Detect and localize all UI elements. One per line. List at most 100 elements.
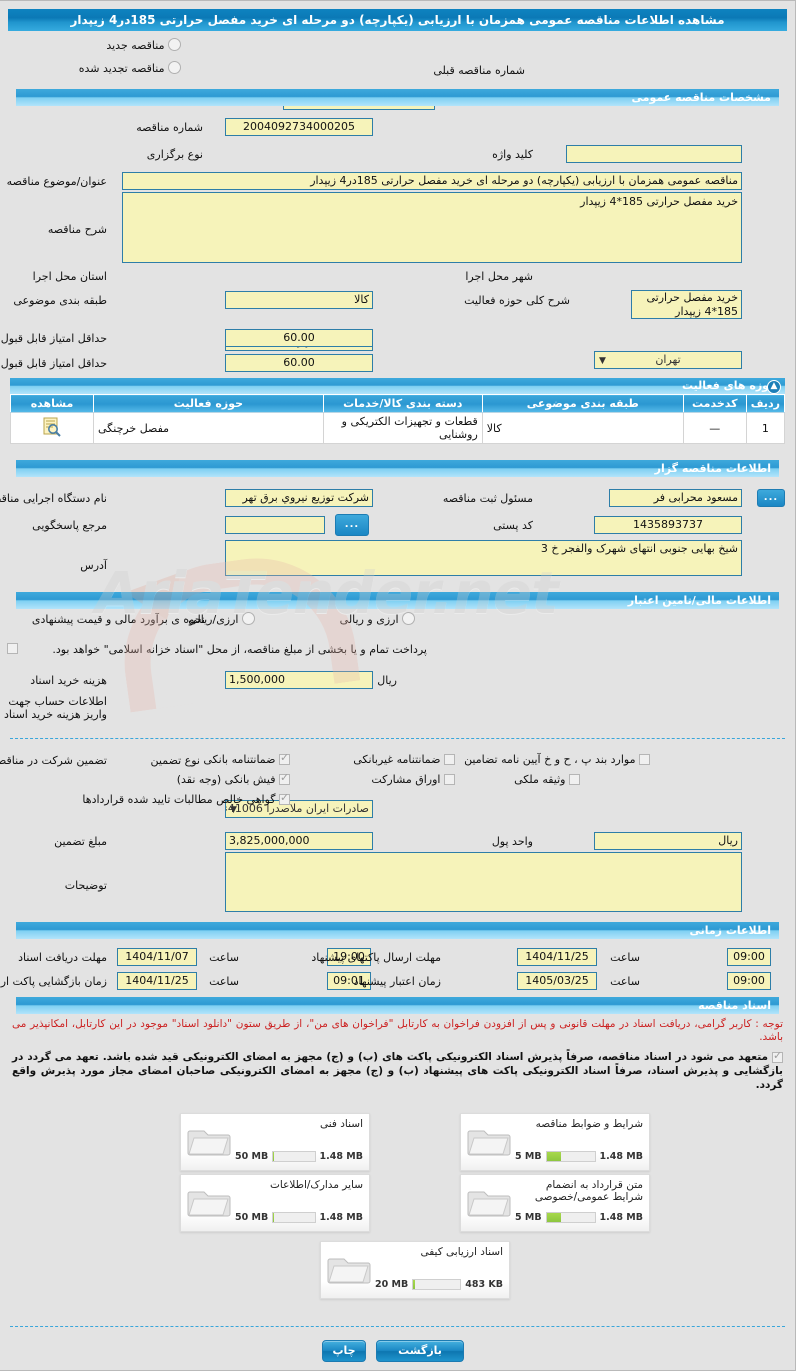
guarantee-option-claims-certificate-checkbox[interactable] xyxy=(280,792,291,805)
quality-open-label: زمان بازگشایی پاکت ارزیابی کیفی xyxy=(0,975,108,988)
radio-currency-rial-control[interactable] xyxy=(243,612,256,625)
min-quality-score-label: حداقل امتیاز قابل قبول ارزیابی کیفی xyxy=(0,332,108,345)
cell-view[interactable] xyxy=(11,412,95,444)
radio-new-tender-control[interactable] xyxy=(169,38,182,51)
activity-areas-panel: حوزه های فعالیت ▲ ردیف کدخدمت طبقه بندی … xyxy=(11,378,787,444)
guarantee-option-bank-receipt-label: فیش بانکی (وجه نقد) xyxy=(177,773,277,786)
guarantee-amount-field[interactable]: 3,825,000,000 xyxy=(226,832,374,850)
section-organizer-header: اطلاعات مناقصه گزار xyxy=(17,460,780,477)
cell-activity-area: مفصل خرچنگی xyxy=(94,412,325,444)
print-button[interactable]: چاپ xyxy=(323,1340,367,1362)
subject-field[interactable]: مناقصه عمومی همزمان با ارزیابی (یکپارچه)… xyxy=(123,172,743,190)
deposit-account-select[interactable]: ▼ صادرات ایران ملاصدرا 41006ء xyxy=(226,800,374,818)
keyword-label: کلید واژه xyxy=(493,148,534,161)
documents-commitment-checkbox[interactable] xyxy=(773,1050,784,1063)
guarantee-option-claims-certificate[interactable]: گواهی خالص مطالبات تایید شده قراردادها xyxy=(83,792,291,806)
tender-number-field[interactable]: 2004092734000205 xyxy=(226,118,374,136)
guarantee-option-bank-warranty[interactable]: ضمانتنامه بانکی xyxy=(204,752,291,766)
doc-receive-date-field[interactable]: 1404/11/07 xyxy=(118,948,198,966)
proposal-validity-date-field[interactable]: 1405/03/25 xyxy=(518,972,598,990)
radio-renewed-tender[interactable]: مناقصه تجدید شده xyxy=(80,61,182,75)
document-card-technical[interactable]: اسناد فنی 50 MB 1.48 MB xyxy=(181,1113,371,1171)
back-button[interactable]: بازگشت xyxy=(377,1340,465,1362)
document-card-qualification[interactable]: اسناد ارزیابی کیفی 20 MB 483 KB xyxy=(321,1241,511,1299)
radio-renewed-tender-label: مناقصه تجدید شده xyxy=(79,62,166,75)
guarantee-option-clause[interactable]: موارد بند پ ، ح و خ آیین نامه تضامین xyxy=(465,753,651,766)
guarantee-option-nonbank-warranty-label: ضمانتنامه غیربانکی xyxy=(354,753,442,766)
radio-new-tender-label: مناقصه جدید xyxy=(107,39,166,52)
documents-red-note: توجه : کاربر گرامی، دریافت اسناد در مهلت… xyxy=(13,1018,784,1043)
guarantee-option-property[interactable]: وثیقه ملکی xyxy=(515,773,581,786)
guarantee-option-clause-checkbox[interactable] xyxy=(640,754,651,765)
address-field[interactable]: شیخ بهایی جنوبی انتهای شهرک والفجر خ 3 xyxy=(226,540,743,576)
section-finance-header: اطلاعات مالی/تامین اعتبار xyxy=(17,592,780,609)
folder-icon xyxy=(468,1185,512,1219)
radio-renewed-tender-control[interactable] xyxy=(169,61,182,74)
guarantee-option-bonds-checkbox[interactable] xyxy=(445,774,456,785)
collapse-toggle-icon[interactable]: ▲ xyxy=(768,380,782,394)
money-unit-field[interactable]: ریال xyxy=(595,832,743,850)
min-quality-score-field[interactable]: 60.00 xyxy=(226,329,374,347)
tender-number-label: شماره مناقصه xyxy=(137,121,204,134)
doc-receive-time-field[interactable]: 19:00 xyxy=(328,948,372,966)
postal-code-field[interactable]: 1435893737 xyxy=(595,516,743,534)
guarantee-option-nonbank-warranty-checkbox[interactable] xyxy=(445,754,456,765)
proposal-send-hour-label: ساعت xyxy=(611,951,641,964)
contact-field[interactable] xyxy=(226,516,326,534)
radio-currency-rial[interactable]: ارزی/ریالی xyxy=(189,612,256,626)
agency-field[interactable]: شرکت توزیع نیروي برق تهر xyxy=(226,489,374,507)
subject-class-field[interactable]: کالا xyxy=(226,291,374,309)
documents-commitment-note: متعهد می شود در اسناد مناقصه، صرفاً پذیر… xyxy=(13,1051,784,1091)
document-card-terms[interactable]: شرایط و ضوابط مناقصه 5 MB 1.48 MB xyxy=(461,1113,651,1171)
registrar-picker-button[interactable]: ... xyxy=(758,489,786,507)
magnifier-document-icon[interactable] xyxy=(42,416,64,441)
proposal-send-date-field[interactable]: 1404/11/25 xyxy=(518,948,598,966)
page-title: مشاهده اطلاعات مناقصه عمومی همزمان با ار… xyxy=(9,9,788,31)
document-card-contract[interactable]: متن قرارداد به انضمام شرایط عمومی/خصوصی … xyxy=(461,1174,651,1232)
money-unit-label: واحد پول xyxy=(492,835,534,848)
guarantee-option-bank-warranty-checkbox[interactable] xyxy=(280,752,291,765)
min-technical-score-field[interactable]: 60.00 xyxy=(226,354,374,372)
city-select[interactable]: ▼ تهران xyxy=(595,351,743,369)
quality-open-time-field[interactable]: 09:01 xyxy=(328,972,372,990)
radio-currency-both[interactable]: ارزی و ریالی xyxy=(341,612,416,626)
radio-new-tender[interactable]: مناقصه جدید xyxy=(107,38,182,52)
guarantee-option-property-checkbox[interactable] xyxy=(570,774,581,785)
table-header-row: ردیف کدخدمت طبقه بندی موضوعی دسته بندی ک… xyxy=(11,394,787,413)
description-field[interactable]: خرید مفصل حرارتی 185*4 زیپدار xyxy=(123,192,743,263)
registrar-field[interactable]: مسعود محرابی فر xyxy=(610,489,743,507)
agency-label: نام دستگاه اجرایی مناقصه گزار xyxy=(0,492,108,505)
guarantee-option-bonds[interactable]: اوراق مشارکت xyxy=(372,773,456,786)
documents-commitment-row: متعهد می شود در اسناد مناقصه، صرفاً پذیر… xyxy=(13,1050,784,1092)
document-card-other-title: سایر مدارک/اطلاعات xyxy=(271,1179,364,1191)
section-general-header: مشخصات مناقصه عمومی xyxy=(17,89,780,106)
proposal-validity-label: زمان اعتبار پیشنهاد xyxy=(354,975,442,988)
subject-label: عنوان/موضوع مناقصه xyxy=(7,175,108,188)
document-card-technical-size: 1.48 MB xyxy=(320,1150,364,1162)
activity-summary-field[interactable]: خرید مفصل حرارتی 185*4 زیپدار xyxy=(632,290,743,319)
col-row: ردیف xyxy=(746,394,787,413)
guarantee-notes-field[interactable] xyxy=(226,852,743,912)
guarantee-option-property-label: وثیقه ملکی xyxy=(515,773,567,786)
document-card-contract-title: متن قرارداد به انضمام شرایط عمومی/خصوصی xyxy=(535,1179,644,1203)
cell-goods-class: قطعات و تجهیزات الکتریکی و روشنایی xyxy=(323,412,484,444)
keyword-field[interactable] xyxy=(567,145,743,163)
document-card-contract-max: 5 MB xyxy=(516,1211,543,1223)
guarantee-type-label: نوع تضمین xyxy=(151,754,201,767)
guarantee-option-nonbank-warranty[interactable]: ضمانتنامه غیربانکی xyxy=(354,753,456,766)
document-card-terms-size-row: 5 MB 1.48 MB xyxy=(516,1150,644,1162)
proposal-send-label: مهلت ارسال پاکتهای پیشنهاد xyxy=(312,951,442,964)
chevron-down-icon: ▼ xyxy=(231,805,238,815)
contact-picker-button[interactable]: ... xyxy=(336,514,370,536)
radio-currency-both-control[interactable] xyxy=(403,612,416,625)
document-card-other[interactable]: سایر مدارک/اطلاعات 50 MB 1.48 MB xyxy=(181,1174,371,1232)
guarantee-option-bank-receipt[interactable]: فیش بانکی (وجه نقد) xyxy=(177,772,291,786)
proposal-send-time-field[interactable]: 09:00 xyxy=(728,948,772,966)
proposal-validity-time-field[interactable]: 09:00 xyxy=(728,972,772,990)
deposit-account-value: صادرات ایران ملاصدرا 41006ء xyxy=(227,802,370,815)
guarantee-option-bank-receipt-checkbox[interactable] xyxy=(280,772,291,785)
previous-tender-number-label: شماره مناقصه قبلی xyxy=(434,64,526,77)
treasury-note-checkbox[interactable] xyxy=(8,643,19,654)
doc-cost-field[interactable]: 1,500,000 xyxy=(226,671,374,689)
quality-open-date-field[interactable]: 1404/11/25 xyxy=(118,972,198,990)
